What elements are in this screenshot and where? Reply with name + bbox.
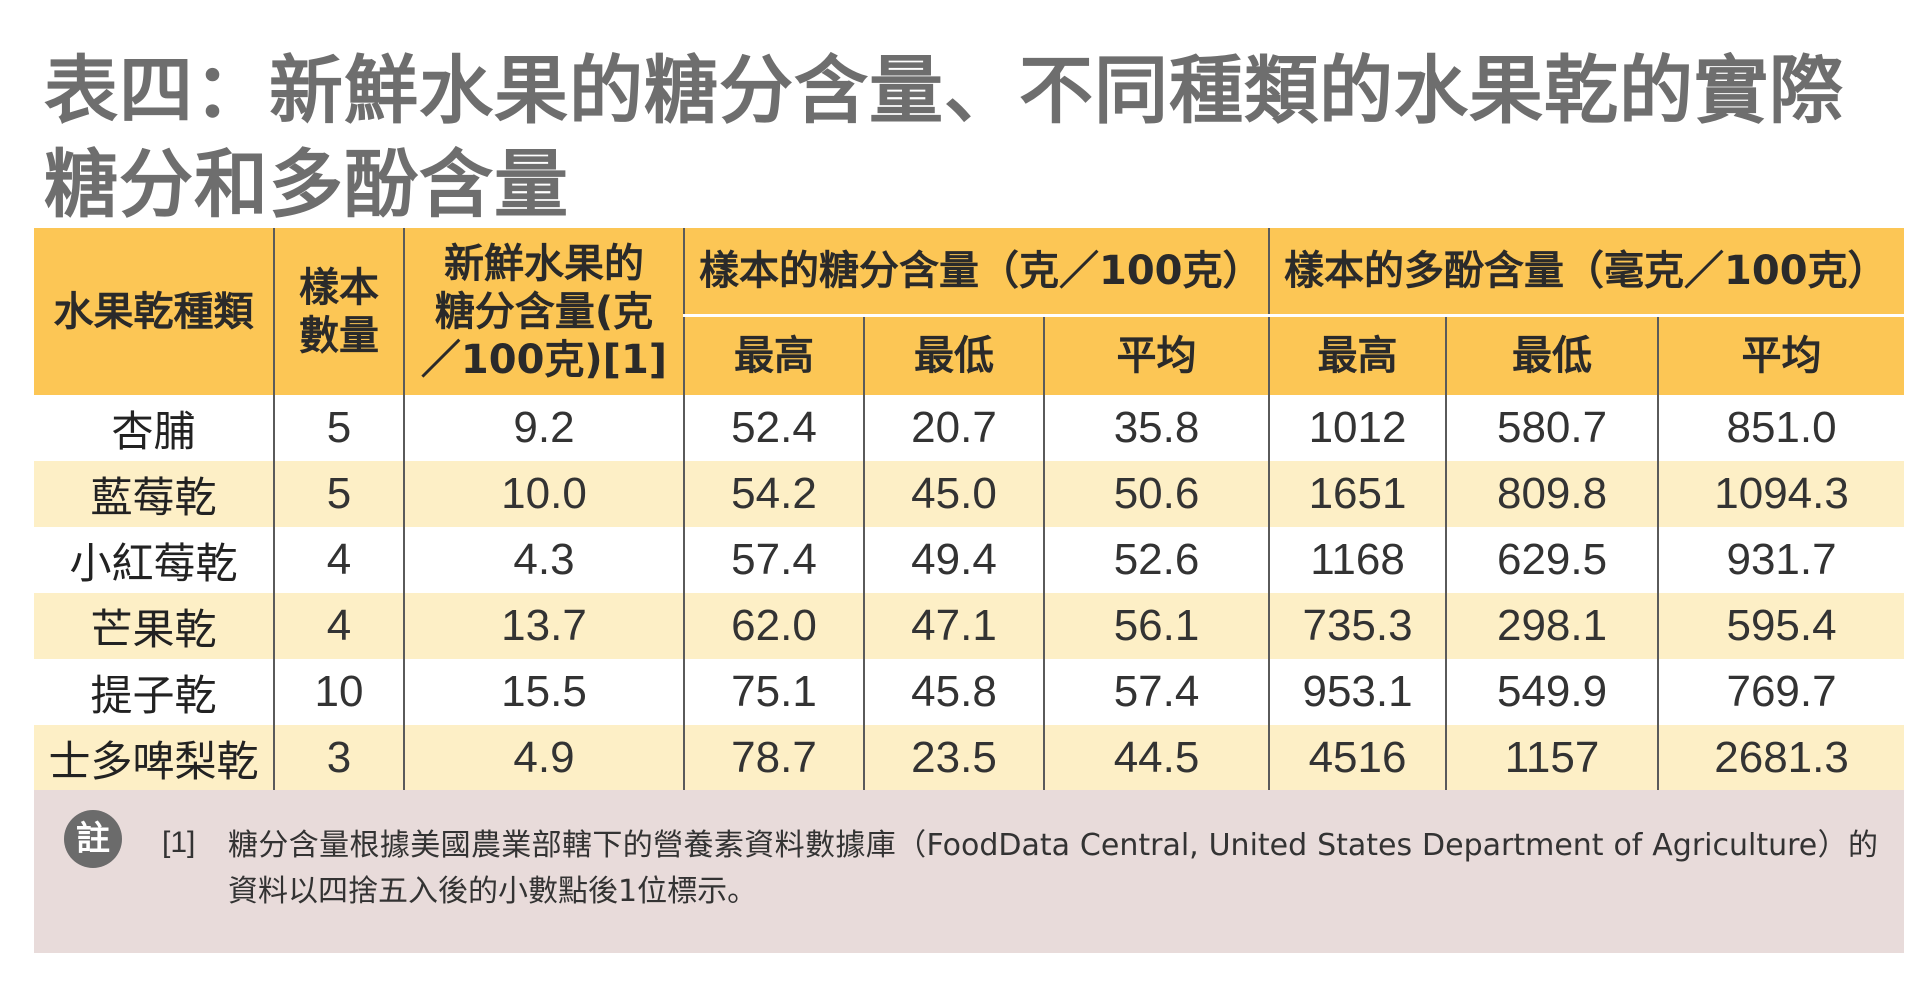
cell-sugar-min: 49.4 <box>863 527 1044 593</box>
cell-polyphenol-max: 735.3 <box>1268 593 1447 659</box>
cell-sample-count: 5 <box>273 395 404 461</box>
cell-polyphenol-min: 549.9 <box>1445 659 1659 725</box>
cell-fruit-name: 小紅莓乾 <box>34 527 274 593</box>
cell-fruit-name: 提子乾 <box>34 659 274 725</box>
cell-fresh-sugar: 9.2 <box>403 395 684 461</box>
cell-polyphenol-avg: 931.7 <box>1657 527 1905 593</box>
cell-polyphenol-max: 953.1 <box>1268 659 1447 725</box>
table-row: 芒果乾 4 13.7 62.0 47.1 56.1 735.3 298.1 59… <box>34 593 1905 659</box>
table-row: 小紅莓乾 4 4.3 57.4 49.4 52.6 1168 629.5 931… <box>34 527 1905 593</box>
cell-polyphenol-avg: 1094.3 <box>1657 461 1905 527</box>
header-sugar-group: 樣本的糖分含量（克／100克） <box>682 228 1270 316</box>
note-badge-icon: 註 <box>64 810 122 868</box>
header-fresh-sugar: 新鮮水果的 糖分含量(克 ／100克)[1] <box>403 228 684 395</box>
cell-polyphenol-max: 1012 <box>1268 395 1447 461</box>
cell-sugar-max: 62.0 <box>683 593 864 659</box>
header-polyphenol-min: 最低 <box>1445 314 1659 395</box>
header-polyphenol-max: 最高 <box>1268 314 1447 395</box>
table-row: 藍莓乾 5 10.0 54.2 45.0 50.6 1651 809.8 109… <box>34 461 1905 527</box>
cell-sugar-avg: 50.6 <box>1042 461 1270 527</box>
cell-sugar-avg: 57.4 <box>1042 659 1270 725</box>
cell-sample-count: 3 <box>273 725 404 791</box>
cell-polyphenol-min: 580.7 <box>1445 395 1659 461</box>
cell-sugar-min: 45.8 <box>863 659 1044 725</box>
cell-fruit-name: 杏脯 <box>34 395 274 461</box>
cell-sugar-min: 45.0 <box>863 461 1044 527</box>
cell-fresh-sugar: 4.3 <box>403 527 684 593</box>
cell-sugar-min: 47.1 <box>863 593 1044 659</box>
cell-sugar-avg: 44.5 <box>1042 725 1270 791</box>
table-title: 表四：新鮮水果的糖分含量、不同種類的水果乾的實際 糖分和多酚含量 <box>44 44 1904 232</box>
cell-sugar-avg: 35.8 <box>1042 395 1270 461</box>
cell-sugar-min: 20.7 <box>863 395 1044 461</box>
header-fruit-type: 水果乾種類 <box>34 228 274 395</box>
cell-polyphenol-min: 298.1 <box>1445 593 1659 659</box>
table-row: 杏脯 5 9.2 52.4 20.7 35.8 1012 580.7 851.0 <box>34 395 1905 461</box>
cell-sugar-max: 54.2 <box>683 461 864 527</box>
cell-fruit-name: 士多啤梨乾 <box>34 725 274 791</box>
header-sample-count-line-1: 樣本 <box>299 264 379 311</box>
footnote-ref: [1] <box>162 826 196 859</box>
cell-sample-count: 4 <box>273 527 404 593</box>
header-fresh-sugar-line-3: ／100克)[1] <box>420 336 668 383</box>
cell-polyphenol-max: 1651 <box>1268 461 1447 527</box>
cell-sugar-min: 23.5 <box>863 725 1044 791</box>
cell-polyphenol-avg: 851.0 <box>1657 395 1905 461</box>
cell-polyphenol-min: 629.5 <box>1445 527 1659 593</box>
table-title-line-2: 糖分和多酚含量 <box>44 142 569 228</box>
header-row-top: 水果乾種類 樣本 數量 新鮮水果的 糖分含量(克 ／100克)[1] 樣本的糖分… <box>34 228 1905 395</box>
cell-fresh-sugar: 13.7 <box>403 593 684 659</box>
cell-sugar-max: 75.1 <box>683 659 864 725</box>
cell-sugar-avg: 52.6 <box>1042 527 1270 593</box>
header-fresh-sugar-line-1: 新鮮水果的 <box>444 240 644 287</box>
table-row: 士多啤梨乾 3 4.9 78.7 23.5 44.5 4516 1157 268… <box>34 725 1905 791</box>
header-sugar-max: 最高 <box>683 314 864 395</box>
table-row: 提子乾 10 15.5 75.1 45.8 57.4 953.1 549.9 7… <box>34 659 1905 725</box>
header-polyphenol-avg: 平均 <box>1657 314 1905 395</box>
cell-sugar-max: 57.4 <box>683 527 864 593</box>
cell-fresh-sugar: 10.0 <box>403 461 684 527</box>
cell-polyphenol-avg: 769.7 <box>1657 659 1905 725</box>
header-row-sub: 最高 最低 平均 最高 最低 平均 <box>34 314 1905 395</box>
cell-sample-count: 5 <box>273 461 404 527</box>
cell-polyphenol-avg: 2681.3 <box>1657 725 1905 791</box>
cell-sugar-avg: 56.1 <box>1042 593 1270 659</box>
header-sample-count-line-2: 數量 <box>299 312 379 359</box>
table-title-line-1: 表四：新鮮水果的糖分含量、不同種類的水果乾的實際 <box>44 48 1844 134</box>
cell-fresh-sugar: 4.9 <box>403 725 684 791</box>
cell-polyphenol-max: 4516 <box>1268 725 1447 791</box>
cell-sample-count: 10 <box>273 659 404 725</box>
header-sugar-min: 最低 <box>863 314 1044 395</box>
header-sample-count: 樣本 數量 <box>273 228 404 395</box>
cell-fruit-name: 芒果乾 <box>34 593 274 659</box>
cell-fruit-name: 藍莓乾 <box>34 461 274 527</box>
cell-sugar-max: 52.4 <box>683 395 864 461</box>
cell-fresh-sugar: 15.5 <box>403 659 684 725</box>
cell-sugar-max: 78.7 <box>683 725 864 791</box>
cell-polyphenol-min: 1157 <box>1445 725 1659 791</box>
header-fresh-sugar-line-2: 糖分含量(克 <box>434 288 654 335</box>
cell-polyphenol-avg: 595.4 <box>1657 593 1905 659</box>
fruit-sugar-table: 水果乾種類 樣本 數量 新鮮水果的 糖分含量(克 ／100克)[1] 樣本的糖分… <box>34 228 1905 791</box>
header-sugar-avg: 平均 <box>1042 314 1270 395</box>
header-polyphenol-group: 樣本的多酚含量（毫克／100克） <box>1268 228 1905 316</box>
cell-polyphenol-min: 809.8 <box>1445 461 1659 527</box>
footnote-box: 註 [1] 糖分含量根據美國農業部轄下的營養素資料數據庫（FoodData Ce… <box>34 790 1904 953</box>
cell-polyphenol-max: 1168 <box>1268 527 1447 593</box>
cell-sample-count: 4 <box>273 593 404 659</box>
footnote-text: 糖分含量根據美國農業部轄下的營養素資料數據庫（FoodData Central,… <box>228 828 1878 909</box>
